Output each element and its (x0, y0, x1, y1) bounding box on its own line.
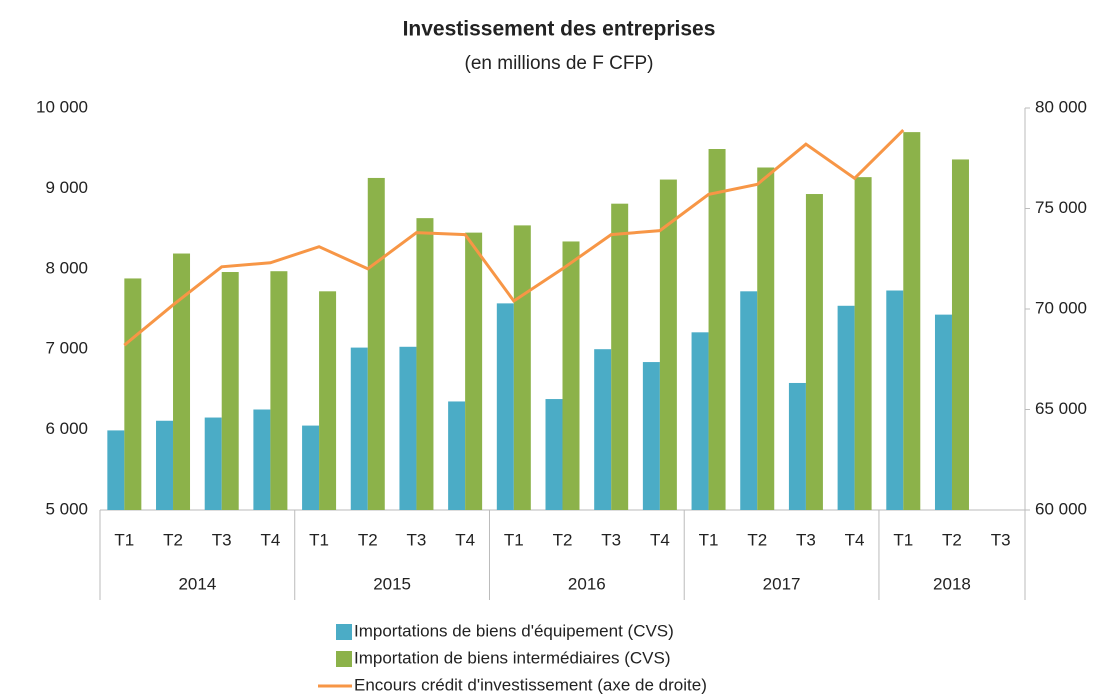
x-tick-label: T2 (163, 530, 183, 549)
y2-tick-label: 65 000 (1035, 399, 1087, 418)
y2-tick-label: 60 000 (1035, 499, 1087, 518)
bar (659, 179, 677, 510)
bar (156, 420, 174, 510)
bar (319, 291, 337, 510)
bar (854, 177, 872, 511)
bar (173, 253, 191, 511)
x-tick-label: T2 (553, 530, 573, 549)
bar (934, 314, 952, 510)
bar (107, 430, 125, 510)
bar (399, 346, 417, 510)
legend-swatch (336, 624, 352, 640)
bar (350, 347, 368, 510)
bar (270, 271, 288, 510)
bar (594, 349, 612, 510)
x-tick-label: T3 (601, 530, 621, 549)
bar (708, 149, 726, 510)
bar (496, 303, 514, 510)
x-tick-label: T3 (407, 530, 427, 549)
group-label: 2018 (933, 574, 971, 593)
x-tick-label: T1 (504, 530, 524, 549)
group-label: 2017 (763, 574, 801, 593)
legend-label: Importation de biens intermédiaires (CVS… (354, 648, 671, 667)
bar (788, 382, 806, 510)
y-tick-label: 9 000 (45, 178, 88, 197)
bar (448, 401, 466, 510)
bar (253, 409, 271, 510)
bar (416, 218, 434, 510)
x-tick-label: T2 (358, 530, 378, 549)
line (123, 129, 905, 347)
bar (562, 241, 580, 511)
bar (837, 305, 855, 510)
x-tick-label: T1 (699, 530, 719, 549)
y-tick-label: 10 000 (36, 97, 88, 116)
bar (951, 159, 969, 510)
legend-swatch (336, 651, 352, 667)
bar (903, 132, 921, 510)
legend-label: Encours crédit d'investissement (axe de … (354, 675, 707, 694)
x-tick-label: T2 (942, 530, 962, 549)
x-tick-label: T3 (796, 530, 816, 549)
y2-tick-label: 70 000 (1035, 298, 1087, 317)
bar (691, 332, 709, 510)
x-tick-label: T3 (212, 530, 232, 549)
x-tick-label: T2 (747, 530, 767, 549)
group-label: 2016 (568, 574, 606, 593)
bar (302, 425, 320, 510)
bar (124, 278, 142, 510)
bar (757, 167, 775, 510)
bar (545, 399, 563, 510)
y2-tick-label: 75 000 (1035, 198, 1087, 217)
y-tick-label: 7 000 (45, 339, 88, 358)
y-tick-label: 5 000 (45, 499, 88, 518)
x-tick-label: T3 (991, 530, 1011, 549)
x-tick-label: T4 (650, 530, 670, 549)
bar (740, 291, 758, 510)
x-tick-label: T1 (114, 530, 134, 549)
group-label: 2014 (178, 574, 216, 593)
chart-subtitle: (en millions de F CFP) (465, 53, 654, 74)
bar (367, 177, 385, 510)
x-tick-label: T1 (893, 530, 913, 549)
bar (805, 194, 823, 510)
legend-label: Importations de biens d'équipement (CVS) (354, 621, 674, 640)
bar (886, 290, 904, 510)
bar (465, 232, 483, 510)
bar (642, 362, 660, 510)
x-tick-label: T4 (845, 530, 865, 549)
bar (611, 203, 629, 510)
x-tick-label: T1 (309, 530, 329, 549)
bar (513, 225, 531, 510)
x-tick-label: T4 (260, 530, 280, 549)
y-tick-label: 8 000 (45, 258, 88, 277)
y2-tick-label: 80 000 (1035, 97, 1087, 116)
bar (204, 417, 222, 510)
group-label: 2015 (373, 574, 411, 593)
x-tick-label: T4 (455, 530, 475, 549)
y-tick-label: 6 000 (45, 419, 88, 438)
chart-title: Investissement des entreprises (403, 18, 716, 41)
bar (221, 272, 239, 510)
